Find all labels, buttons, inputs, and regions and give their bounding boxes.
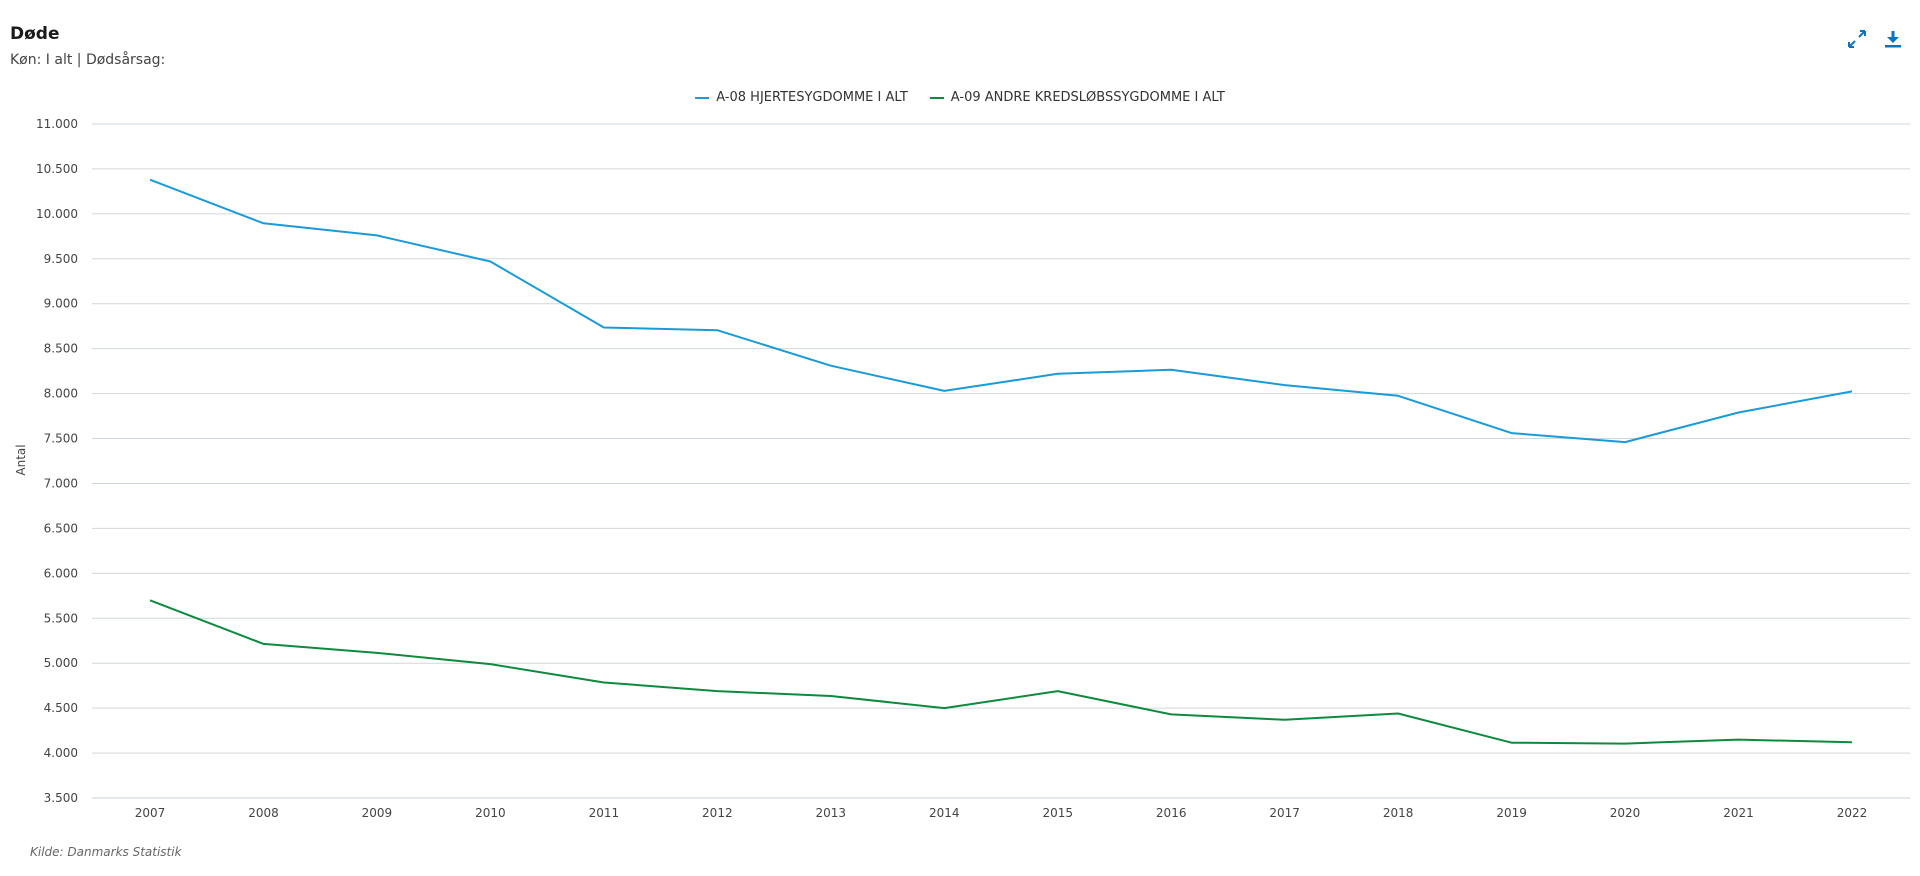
y-tick-label: 3.500 (44, 791, 78, 805)
y-tick-label: 4.000 (44, 746, 78, 760)
x-tick-label: 2011 (589, 806, 620, 820)
data-point[interactable] (1165, 364, 1177, 376)
legend-swatch (929, 96, 944, 99)
x-tick-label: 2012 (702, 806, 733, 820)
y-tick-label: 5.500 (44, 611, 78, 625)
y-tick-label: 4.500 (44, 701, 78, 715)
data-point[interactable] (371, 647, 383, 659)
y-tick-label: 9.500 (44, 252, 78, 266)
y-tick-label: 5.000 (44, 656, 78, 670)
chart-title: Døde (10, 24, 60, 44)
y-tick-label: 8.500 (44, 342, 78, 356)
data-point[interactable] (598, 677, 610, 689)
series-lines (144, 174, 1858, 750)
x-tick-label: 2020 (1610, 806, 1641, 820)
data-point[interactable] (257, 217, 269, 229)
y-tick-label: 6.500 (44, 521, 78, 535)
data-point[interactable] (1846, 736, 1858, 748)
data-point[interactable] (598, 322, 610, 334)
x-tick-label: 2017 (1269, 806, 1300, 820)
data-point[interactable] (825, 690, 837, 702)
y-tick-label: 7.000 (44, 476, 78, 490)
x-tick-label: 2015 (1042, 806, 1073, 820)
data-point[interactable] (938, 385, 950, 397)
data-point[interactable] (938, 702, 950, 714)
series-line-0[interactable] (149, 178, 1853, 444)
y-tick-label: 10.500 (36, 162, 78, 176)
x-tick-label: 2013 (816, 806, 847, 820)
x-tick-label: 2014 (929, 806, 960, 820)
y-tick-label: 7.500 (44, 432, 78, 446)
data-point[interactable] (1506, 737, 1518, 749)
chart-legend: A-08 HJERTESYGDOMME I ALT A-09 ANDRE KRE… (0, 90, 1920, 105)
data-point[interactable] (1052, 685, 1064, 697)
x-tick-label: 2008 (248, 806, 279, 820)
y-tick-label: 6.000 (44, 566, 78, 580)
x-tick-label: 2021 (1723, 806, 1754, 820)
chart-toolbar (1844, 26, 1906, 52)
data-point[interactable] (1619, 436, 1631, 448)
legend-label: A-08 HJERTESYGDOMME I ALT (716, 90, 908, 105)
data-point[interactable] (484, 658, 496, 670)
data-point[interactable] (144, 594, 156, 606)
download-button[interactable] (1880, 26, 1906, 52)
legend-label: A-09 ANDRE KREDSLØBSSYGDOMME I ALT (950, 90, 1225, 105)
x-tick-label: 2016 (1156, 806, 1187, 820)
data-point[interactable] (711, 324, 723, 336)
data-point[interactable] (1279, 714, 1291, 726)
expand-button[interactable] (1844, 26, 1870, 52)
data-point[interactable] (144, 174, 156, 186)
x-tick-label: 2010 (475, 806, 506, 820)
data-point[interactable] (371, 229, 383, 241)
data-point[interactable] (1279, 379, 1291, 391)
data-point[interactable] (1733, 734, 1745, 746)
y-tick-label: 10.000 (36, 207, 78, 221)
x-tick-label: 2018 (1383, 806, 1414, 820)
gridlines (92, 123, 1910, 799)
data-point[interactable] (1733, 406, 1745, 418)
x-tick-label: 2007 (135, 806, 166, 820)
data-point[interactable] (1846, 385, 1858, 397)
y-tick-label: 11.000 (36, 117, 78, 131)
x-tick-label: 2022 (1837, 806, 1868, 820)
legend-item-circulatory-disease[interactable]: A-09 ANDRE KREDSLØBSSYGDOMME I ALT (929, 90, 1225, 105)
legend-item-heart-disease[interactable]: A-08 HJERTESYGDOMME I ALT (695, 90, 908, 105)
x-tick-label: 2019 (1496, 806, 1527, 820)
data-point[interactable] (484, 255, 496, 267)
data-point[interactable] (1392, 390, 1404, 402)
x-axis-ticks: 2007 2008 2009 2010 2011 2012 2013 2014 2015 2016… (135, 806, 1868, 820)
data-point[interactable] (1165, 708, 1177, 720)
x-tick-label: 2009 (362, 806, 393, 820)
data-point[interactable] (711, 685, 723, 697)
legend-swatch (695, 96, 710, 99)
expand-icon (1848, 30, 1866, 48)
chart-subtitle: Køn: I alt | Dødsårsag: (10, 52, 166, 68)
data-point[interactable] (825, 360, 837, 372)
data-point[interactable] (1619, 738, 1631, 750)
download-icon (1885, 31, 1901, 48)
source-note: Kilde: Danmarks Statistik (30, 845, 182, 859)
y-tick-label: 8.000 (44, 387, 78, 401)
data-point[interactable] (1392, 708, 1404, 720)
y-axis-ticks: 3.500 4.000 4.500 5.000 5.500 6.000 6.500 7.000… (36, 117, 78, 805)
y-tick-label: 9.000 (44, 297, 78, 311)
data-point[interactable] (1506, 427, 1518, 439)
y-axis-title: Antal (14, 444, 28, 475)
series-line-1[interactable] (149, 599, 1853, 745)
data-point[interactable] (257, 638, 269, 650)
data-point[interactable] (1052, 368, 1064, 380)
